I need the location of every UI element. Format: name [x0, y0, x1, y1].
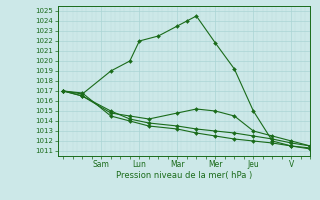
- X-axis label: Pression niveau de la mer( hPa ): Pression niveau de la mer( hPa ): [116, 171, 252, 180]
